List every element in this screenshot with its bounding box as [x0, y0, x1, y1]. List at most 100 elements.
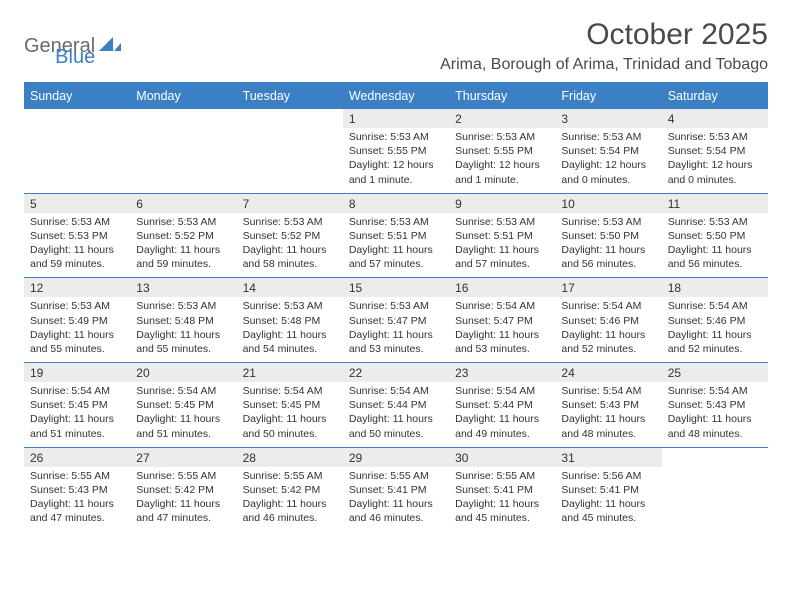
daylight-line: Daylight: 11 hours and 59 minutes.	[136, 243, 230, 271]
sunrise-line: Sunrise: 5:53 AM	[349, 299, 443, 313]
daylight-line: Daylight: 11 hours and 45 minutes.	[561, 497, 655, 525]
day-header-row: SundayMondayTuesdayWednesdayThursdayFrid…	[24, 83, 768, 109]
sunset-line: Sunset: 5:45 PM	[136, 398, 230, 412]
daylight-line: Daylight: 11 hours and 57 minutes.	[349, 243, 443, 271]
sunset-line: Sunset: 5:44 PM	[349, 398, 443, 412]
daylight-line: Daylight: 11 hours and 47 minutes.	[136, 497, 230, 525]
day-info-cell: Sunrise: 5:53 AMSunset: 5:47 PMDaylight:…	[343, 297, 449, 362]
sunrise-line: Sunrise: 5:54 AM	[136, 384, 230, 398]
daynum-row: 1234	[24, 109, 768, 129]
sunset-line: Sunset: 5:47 PM	[349, 314, 443, 328]
sunset-line: Sunset: 5:54 PM	[668, 144, 762, 158]
daylight-line: Daylight: 11 hours and 49 minutes.	[455, 412, 549, 440]
daylight-line: Daylight: 11 hours and 59 minutes.	[30, 243, 124, 271]
sunset-line: Sunset: 5:46 PM	[668, 314, 762, 328]
daynum-row: 567891011	[24, 193, 768, 213]
sunset-line: Sunset: 5:42 PM	[136, 483, 230, 497]
sunrise-line: Sunrise: 5:53 AM	[561, 215, 655, 229]
sunrise-line: Sunrise: 5:53 AM	[136, 215, 230, 229]
title-block: October 2025 Arima, Borough of Arima, Tr…	[440, 18, 768, 74]
daylight-line: Daylight: 11 hours and 50 minutes.	[349, 412, 443, 440]
sunset-line: Sunset: 5:43 PM	[561, 398, 655, 412]
sunrise-line: Sunrise: 5:53 AM	[30, 299, 124, 313]
sunset-line: Sunset: 5:46 PM	[561, 314, 655, 328]
day-info-cell: Sunrise: 5:53 AMSunset: 5:50 PMDaylight:…	[662, 213, 768, 278]
day-number-cell: 9	[449, 193, 555, 213]
daylight-line: Daylight: 11 hours and 58 minutes.	[243, 243, 337, 271]
daylight-line: Daylight: 11 hours and 51 minutes.	[136, 412, 230, 440]
day-info-cell: Sunrise: 5:54 AMSunset: 5:44 PMDaylight:…	[343, 382, 449, 447]
day-number-cell	[237, 109, 343, 129]
sunrise-line: Sunrise: 5:54 AM	[668, 384, 762, 398]
day-header: Sunday	[24, 83, 130, 109]
day-number-cell: 7	[237, 193, 343, 213]
sunrise-line: Sunrise: 5:53 AM	[30, 215, 124, 229]
sunrise-line: Sunrise: 5:53 AM	[243, 299, 337, 313]
day-info-cell: Sunrise: 5:54 AMSunset: 5:45 PMDaylight:…	[130, 382, 236, 447]
day-header: Monday	[130, 83, 236, 109]
day-number-cell: 31	[555, 447, 661, 467]
daylight-line: Daylight: 12 hours and 1 minute.	[349, 158, 443, 186]
day-number-cell: 24	[555, 363, 661, 383]
sunrise-line: Sunrise: 5:53 AM	[349, 130, 443, 144]
day-number-cell: 18	[662, 278, 768, 298]
day-number-cell: 6	[130, 193, 236, 213]
day-number-cell: 20	[130, 363, 236, 383]
sunset-line: Sunset: 5:53 PM	[30, 229, 124, 243]
info-row: Sunrise: 5:55 AMSunset: 5:43 PMDaylight:…	[24, 467, 768, 532]
sunrise-line: Sunrise: 5:53 AM	[243, 215, 337, 229]
daylight-line: Daylight: 11 hours and 51 minutes.	[30, 412, 124, 440]
day-header: Saturday	[662, 83, 768, 109]
sunrise-line: Sunrise: 5:54 AM	[243, 384, 337, 398]
day-number-cell	[662, 447, 768, 467]
sunrise-line: Sunrise: 5:54 AM	[30, 384, 124, 398]
day-info-cell	[130, 128, 236, 193]
sunset-line: Sunset: 5:44 PM	[455, 398, 549, 412]
sunset-line: Sunset: 5:47 PM	[455, 314, 549, 328]
day-number-cell: 17	[555, 278, 661, 298]
day-number-cell: 16	[449, 278, 555, 298]
sunset-line: Sunset: 5:48 PM	[136, 314, 230, 328]
sunrise-line: Sunrise: 5:55 AM	[455, 469, 549, 483]
day-number-cell: 26	[24, 447, 130, 467]
month-title: October 2025	[440, 18, 768, 52]
day-number-cell	[130, 109, 236, 129]
day-info-cell: Sunrise: 5:54 AMSunset: 5:44 PMDaylight:…	[449, 382, 555, 447]
day-info-cell: Sunrise: 5:53 AMSunset: 5:52 PMDaylight:…	[237, 213, 343, 278]
day-info-cell: Sunrise: 5:55 AMSunset: 5:41 PMDaylight:…	[449, 467, 555, 532]
daylight-line: Daylight: 11 hours and 46 minutes.	[243, 497, 337, 525]
sunrise-line: Sunrise: 5:54 AM	[668, 299, 762, 313]
daynum-row: 262728293031	[24, 447, 768, 467]
sunset-line: Sunset: 5:45 PM	[243, 398, 337, 412]
sunset-line: Sunset: 5:41 PM	[349, 483, 443, 497]
daylight-line: Daylight: 11 hours and 55 minutes.	[136, 328, 230, 356]
daylight-line: Daylight: 11 hours and 48 minutes.	[668, 412, 762, 440]
day-info-cell: Sunrise: 5:55 AMSunset: 5:42 PMDaylight:…	[237, 467, 343, 532]
day-info-cell: Sunrise: 5:54 AMSunset: 5:46 PMDaylight:…	[662, 297, 768, 362]
day-info-cell: Sunrise: 5:53 AMSunset: 5:55 PMDaylight:…	[449, 128, 555, 193]
sunrise-line: Sunrise: 5:53 AM	[561, 130, 655, 144]
daynum-row: 19202122232425	[24, 363, 768, 383]
day-info-cell	[237, 128, 343, 193]
sunrise-line: Sunrise: 5:53 AM	[349, 215, 443, 229]
day-info-cell: Sunrise: 5:55 AMSunset: 5:42 PMDaylight:…	[130, 467, 236, 532]
day-info-cell: Sunrise: 5:54 AMSunset: 5:45 PMDaylight:…	[24, 382, 130, 447]
day-info-cell: Sunrise: 5:53 AMSunset: 5:54 PMDaylight:…	[662, 128, 768, 193]
daylight-line: Daylight: 11 hours and 52 minutes.	[668, 328, 762, 356]
sunrise-line: Sunrise: 5:54 AM	[349, 384, 443, 398]
daylight-line: Daylight: 11 hours and 54 minutes.	[243, 328, 337, 356]
daylight-line: Daylight: 11 hours and 56 minutes.	[561, 243, 655, 271]
day-number-cell: 22	[343, 363, 449, 383]
day-number-cell: 11	[662, 193, 768, 213]
sunset-line: Sunset: 5:52 PM	[136, 229, 230, 243]
sunset-line: Sunset: 5:54 PM	[561, 144, 655, 158]
sunset-line: Sunset: 5:42 PM	[243, 483, 337, 497]
day-info-cell: Sunrise: 5:53 AMSunset: 5:50 PMDaylight:…	[555, 213, 661, 278]
logo: General Blue	[24, 18, 95, 69]
day-number-cell: 13	[130, 278, 236, 298]
logo-sail-icon	[99, 35, 121, 58]
day-number-cell	[24, 109, 130, 129]
daylight-line: Daylight: 11 hours and 53 minutes.	[455, 328, 549, 356]
sunrise-line: Sunrise: 5:53 AM	[455, 215, 549, 229]
day-info-cell: Sunrise: 5:56 AMSunset: 5:41 PMDaylight:…	[555, 467, 661, 532]
